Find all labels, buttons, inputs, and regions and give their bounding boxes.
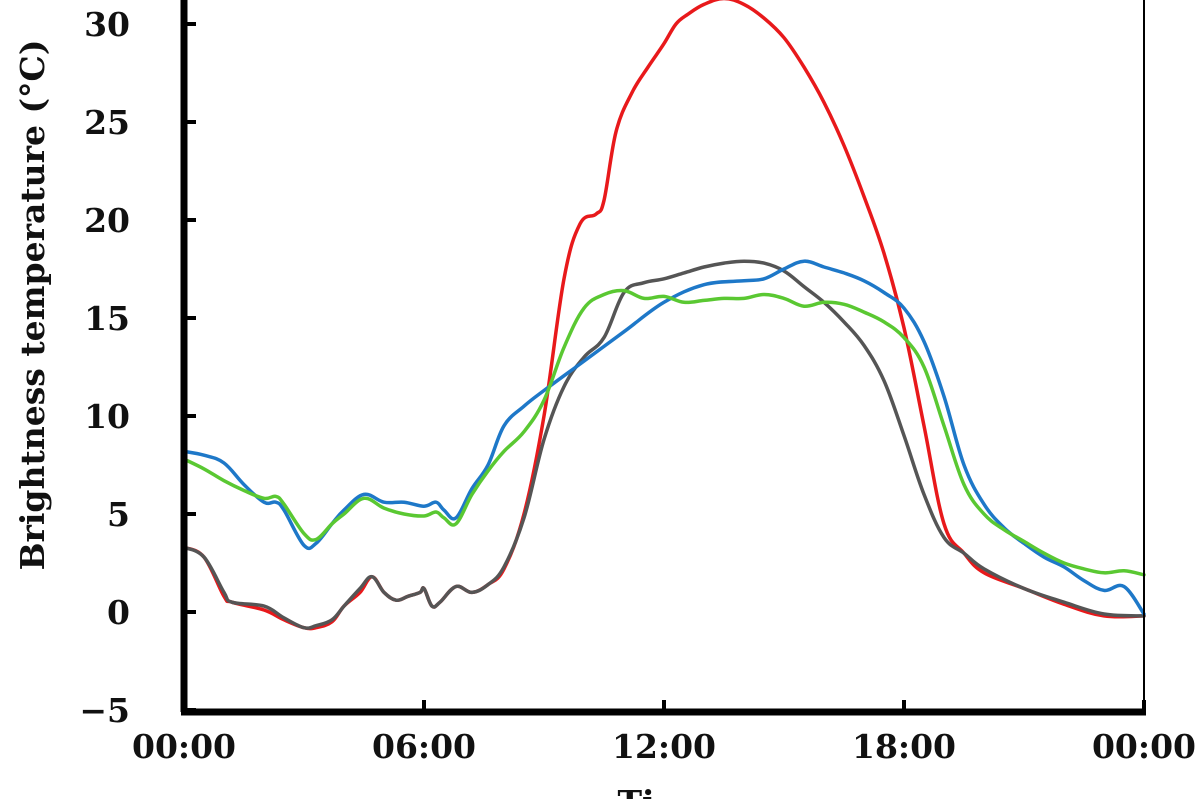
y-tick-label: −5 [79, 691, 130, 730]
red-series-line [184, 0, 1146, 631]
gray-series-line [184, 259, 1146, 630]
y-tick-label: 15 [84, 299, 130, 338]
y-tick-label: 10 [84, 397, 130, 436]
y-tick-label: 20 [84, 201, 130, 240]
series-layer [184, 0, 1146, 631]
y-tick-label: 30 [84, 5, 130, 44]
blue-series-line [184, 259, 1146, 616]
x-axis-title: Ti [617, 783, 654, 799]
x-tick-label: 12:00 [612, 727, 716, 766]
y-axis-title: Brightness temperature (°C) [13, 40, 52, 571]
axes-layer [180, 0, 1146, 716]
x-tick-label: 06:00 [372, 727, 476, 766]
y-tick-label: 25 [84, 103, 130, 142]
y-tick-label: 0 [107, 593, 130, 632]
x-tick-label: 18:00 [852, 727, 956, 766]
y-tick-label: 5 [107, 495, 130, 534]
labels-layer: −5 0 5 10 15 20 25 30 00:00 06:00 12:00 18:00 00:00 B… [13, 5, 1196, 799]
green-series-line [184, 288, 1146, 577]
x-tick-label: 00:00 [1092, 727, 1196, 766]
x-tick-label: 00:00 [132, 727, 236, 766]
